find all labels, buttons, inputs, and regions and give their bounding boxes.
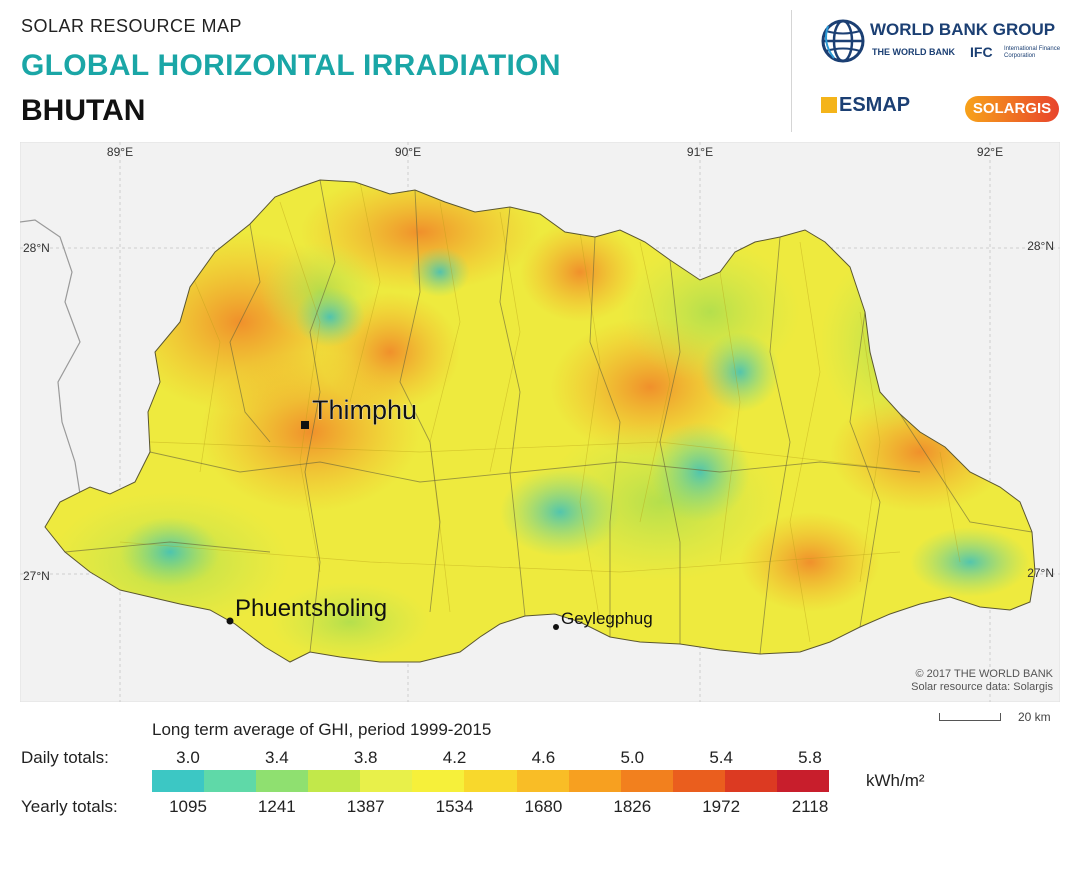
globe-icon: [821, 19, 865, 63]
yearly-tick-label: 1387: [346, 797, 385, 816]
ramp-swatch: [672, 770, 725, 792]
legend-unit: kWh/m²: [866, 771, 925, 790]
solargis-logo: SOLARGIS: [965, 96, 1059, 122]
header-kicker: SOLAR RESOURCE MAP: [21, 16, 243, 36]
ramp-swatch: [412, 770, 465, 792]
ramp-swatch: [308, 770, 361, 792]
daily-tick-label: 5.4: [709, 748, 733, 767]
yearly-tick-label: 1534: [435, 797, 474, 816]
world-bank-text: THE WORLD BANK: [872, 47, 955, 57]
lon-label-92: 92°E: [977, 145, 1003, 159]
world-bank-logo: WORLD BANK GROUP THE WORLD BANK IFC Inte…: [820, 18, 1060, 68]
yearly-totals-label: Yearly totals:: [21, 797, 118, 816]
page-title: GLOBAL HORIZONTAL IRRADIATION: [21, 49, 561, 82]
country-title: BHUTAN: [21, 94, 146, 127]
ramp-swatch: [152, 770, 205, 792]
lat-label-28-left: 28°N: [23, 241, 50, 255]
daily-tick-label: 3.4: [265, 748, 289, 767]
daily-tick-label: 5.0: [620, 748, 645, 767]
lat-label-27-left: 27°N: [23, 569, 50, 583]
scale-label: 20 km: [1018, 710, 1051, 724]
ifc-text: IFC: [970, 44, 993, 60]
city-label-thimphu: Thimphu: [312, 395, 417, 425]
lon-label-89: 89°E: [107, 145, 133, 159]
scale-bar: [939, 713, 1001, 721]
esmap-text: ESMAP: [839, 94, 911, 116]
header-divider: [791, 10, 792, 132]
color-ramp: [152, 770, 830, 792]
daily-tick-label: 4.2: [442, 748, 467, 767]
ramp-swatch: [360, 770, 413, 792]
yearly-tick-label: 1241: [257, 797, 296, 816]
ramp-swatch: [724, 770, 777, 792]
yearly-tick-label: 1680: [524, 797, 563, 816]
solar-map: 89°E 90°E 91°E 92°E 28°N 28°N 27°N 27°N …: [20, 142, 1060, 702]
world-bank-group-text: WORLD BANK GROUP: [870, 20, 1056, 39]
city-marker-phuentsholing: [226, 617, 234, 625]
capital-marker: [301, 421, 309, 429]
city-label-phuentsholing: Phuentsholing: [235, 595, 387, 622]
yearly-tick-label: 1972: [702, 797, 741, 816]
ramp-swatch: [464, 770, 517, 792]
daily-totals-label: Daily totals:: [21, 748, 109, 767]
legend-title: Long term average of GHI, period 1999-20…: [152, 720, 492, 739]
daily-tick-label: 4.6: [531, 748, 556, 767]
country-surface: [45, 180, 1035, 662]
city-label-geylegphug: Geylegphug: [561, 609, 653, 628]
daily-tick-label: 5.8: [798, 748, 822, 767]
ramp-swatch: [204, 770, 257, 792]
copyright-text: © 2017 THE WORLD BANK: [916, 668, 1054, 680]
yearly-tick-label: 1095: [169, 797, 207, 816]
daily-tick-label: 3.8: [353, 748, 378, 767]
lat-label-27-right: 27°N: [1027, 566, 1054, 580]
country-outline: [44, 179, 1036, 663]
neighbor-border: [20, 219, 81, 495]
ramp-swatch: [568, 770, 621, 792]
lon-label-90: 90°E: [395, 145, 421, 159]
lat-label-28-right: 28°N: [1027, 239, 1054, 253]
esmap-mark-icon: [821, 97, 837, 113]
ramp-swatch: [516, 770, 569, 792]
esmap-logo: ESMAP: [821, 94, 910, 117]
city-marker-geylegphug: [553, 624, 559, 630]
data-source-text: Solar resource data: Solargis: [911, 681, 1053, 693]
yearly-tick-label: 2118: [791, 797, 829, 816]
ramp-swatch: [776, 770, 830, 792]
yearly-tick-label: 1826: [613, 797, 652, 816]
daily-tick-label: 3.0: [176, 748, 200, 767]
lon-label-91: 91°E: [687, 145, 713, 159]
ramp-swatch: [256, 770, 309, 792]
district-borders: [64, 179, 1033, 655]
ifc-subtitle: International Finance Corporation: [1004, 46, 1061, 59]
ramp-swatch: [620, 770, 673, 792]
